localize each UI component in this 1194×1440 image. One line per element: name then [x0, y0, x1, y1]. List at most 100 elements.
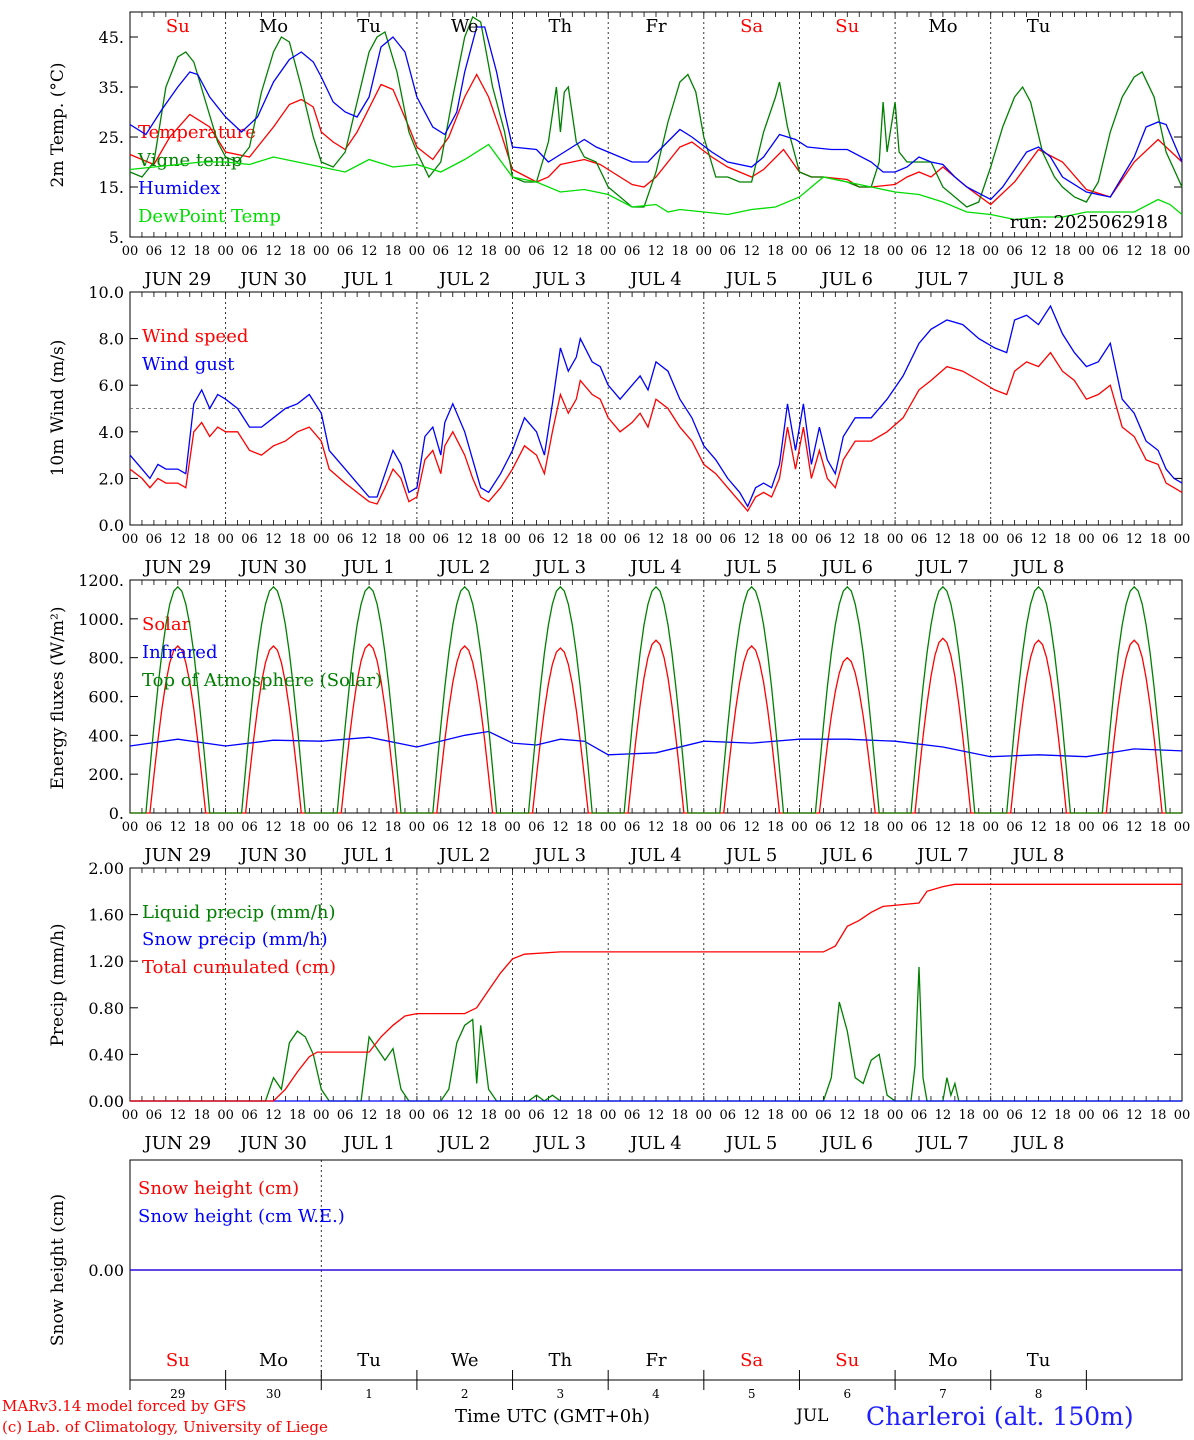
weekday-label: Tu: [357, 16, 381, 37]
hour-tick-label: 00: [791, 244, 808, 259]
hour-tick-label: 06: [719, 820, 736, 835]
weekday-label: Su: [835, 16, 859, 37]
y-tick-label: 1200.: [78, 571, 124, 590]
hour-tick-label: 06: [337, 244, 354, 259]
date-label: JUN 30: [238, 1133, 307, 1154]
hour-tick-label: 00: [313, 1108, 330, 1123]
hour-tick-label: 00: [217, 244, 234, 259]
date-label: JUL 2: [437, 1133, 491, 1154]
hour-tick-label: 12: [935, 820, 952, 835]
hour-tick-label: 06: [528, 244, 545, 259]
y-tick-label: 0.00: [88, 1261, 124, 1280]
hour-tick-label: 12: [1126, 532, 1143, 547]
hour-tick-label: 00: [887, 1108, 904, 1123]
hour-tick-label: 12: [935, 532, 952, 547]
hour-tick-label: 18: [385, 1108, 402, 1123]
legend-entry: Temperature: [138, 122, 256, 143]
hour-tick-label: 00: [1174, 244, 1191, 259]
hour-tick-label: 18: [863, 532, 880, 547]
hour-tick-label: 06: [719, 1108, 736, 1123]
hour-tick-label: 06: [241, 532, 258, 547]
hour-tick-label: 12: [839, 532, 856, 547]
date-label: JUL 6: [820, 845, 874, 866]
hour-tick-label: 12: [1030, 532, 1047, 547]
run-label: run: 2025062918: [1010, 212, 1168, 233]
hour-tick-label: 06: [528, 532, 545, 547]
hour-tick-label: 00: [122, 1108, 139, 1123]
date-label: JUL 5: [724, 1133, 778, 1154]
hour-tick-label: 06: [146, 1108, 163, 1123]
hour-tick-label: 18: [1054, 532, 1071, 547]
hour-tick-label: 00: [1078, 244, 1095, 259]
date-label: JUL 6: [820, 557, 874, 578]
legend-entry: Snow precip (mm/h): [142, 929, 328, 950]
hour-tick-label: 18: [289, 1108, 306, 1123]
hour-tick-label: 12: [1126, 820, 1143, 835]
date-label: JUL 8: [1011, 557, 1065, 578]
weekday-label: Tu: [357, 1350, 381, 1371]
hour-tick-label: 06: [911, 1108, 928, 1123]
y-tick-label: 0.80: [88, 999, 124, 1018]
hour-tick-label: 18: [1150, 532, 1167, 547]
hour-tick-label: 18: [576, 820, 593, 835]
legend-entry: Snow height (cm W.E.): [138, 1206, 345, 1227]
hour-tick-label: 06: [911, 820, 928, 835]
hour-tick-label: 18: [959, 820, 976, 835]
date-label: JUL 5: [724, 557, 778, 578]
hour-tick-label: 18: [959, 1108, 976, 1123]
date-label: JUN 30: [238, 557, 307, 578]
hour-tick-label: 18: [1054, 820, 1071, 835]
hour-tick-label: 06: [815, 1108, 832, 1123]
day-number-label: 1: [365, 1387, 373, 1401]
hour-tick-label: 18: [480, 1108, 497, 1123]
hour-tick-label: 12: [839, 244, 856, 259]
hour-tick-label: 18: [959, 532, 976, 547]
hour-tick-label: 18: [1150, 820, 1167, 835]
hour-tick-label: 18: [767, 820, 784, 835]
series-line: [129, 73, 1183, 206]
hour-tick-label: 12: [552, 1108, 569, 1123]
weekday-label: Su: [166, 16, 190, 37]
y-tick-label: 15.: [99, 178, 124, 197]
date-label: JUN 29: [142, 1133, 211, 1154]
hour-tick-label: 06: [624, 820, 641, 835]
weekday-label: Mo: [259, 1350, 288, 1371]
hour-tick-label: 12: [361, 820, 378, 835]
panel-3: 0. 200. 400. 600. 800. 1000. 1200. Energy fluxe…: [48, 571, 1190, 866]
date-label: JUL 7: [915, 269, 969, 290]
hour-tick-label: 00: [600, 532, 617, 547]
date-label: JUL 3: [533, 557, 587, 578]
hour-tick-label: 12: [1030, 1108, 1047, 1123]
y-tick-label: 0.40: [88, 1045, 124, 1064]
legend-entry: Vigne temp: [137, 150, 242, 171]
y-axis-label: Precip (mm/h): [48, 923, 68, 1046]
hour-tick-label: 06: [241, 244, 258, 259]
hour-tick-label: 00: [791, 1108, 808, 1123]
y-tick-label: 25.: [99, 128, 124, 147]
date-label: JUL 1: [341, 269, 395, 290]
weekday-label: Mo: [259, 16, 288, 37]
hour-tick-label: 18: [576, 244, 593, 259]
weekday-label: We: [451, 1350, 479, 1371]
weekday-label: Th: [549, 1350, 573, 1371]
hour-tick-label: 18: [576, 1108, 593, 1123]
hour-tick-label: 12: [265, 1108, 282, 1123]
hour-tick-label: 06: [1006, 244, 1023, 259]
weekday-label: Fr: [645, 1350, 666, 1371]
date-label: JUL 8: [1011, 1133, 1065, 1154]
hour-tick-label: 00: [982, 820, 999, 835]
hour-tick-label: 00: [982, 532, 999, 547]
date-label: JUN 30: [238, 269, 307, 290]
hour-tick-label: 18: [863, 1108, 880, 1123]
hour-tick-label: 12: [648, 532, 665, 547]
hour-tick-label: 18: [289, 532, 306, 547]
hour-tick-label: 00: [122, 820, 139, 835]
hour-tick-label: 12: [648, 244, 665, 259]
hour-tick-label: 18: [289, 244, 306, 259]
hour-tick-label: 00: [887, 532, 904, 547]
hour-tick-label: 18: [480, 244, 497, 259]
hour-tick-label: 12: [265, 820, 282, 835]
hour-tick-label: 06: [1006, 1108, 1023, 1123]
hour-tick-label: 18: [672, 1108, 689, 1123]
day-number-label: 8: [1035, 1387, 1043, 1401]
